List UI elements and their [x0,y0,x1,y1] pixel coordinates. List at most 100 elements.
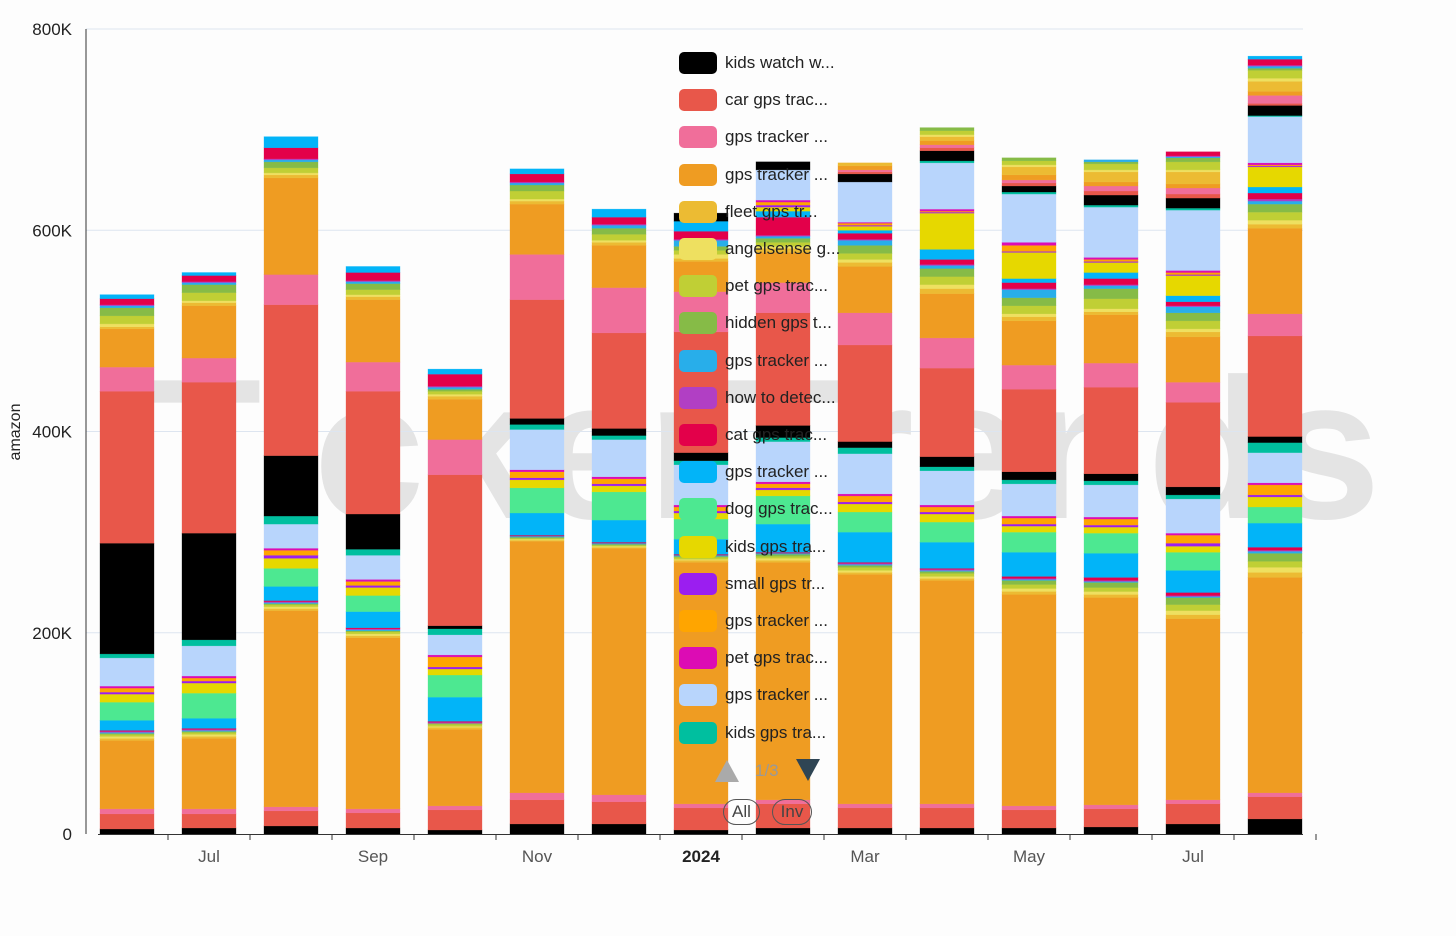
bar-segment[interactable] [427,727,483,730]
bar-segment[interactable] [1083,298,1139,309]
bar-segment[interactable] [1083,185,1139,192]
bar-segment[interactable] [181,357,237,383]
bar-segment[interactable] [1165,270,1221,273]
bar-segment[interactable] [1083,259,1139,262]
bar-segment[interactable] [837,253,893,260]
bar-segment[interactable] [1083,206,1139,258]
bar-segment[interactable] [837,245,893,254]
legend-item[interactable]: cat gps trac... [679,423,827,447]
bar-segment[interactable] [837,827,893,835]
bar-segment[interactable] [263,604,319,607]
bar-segment[interactable] [345,581,401,586]
bar-segment[interactable] [1165,494,1221,500]
bar-segment[interactable] [345,548,401,556]
bar-segment[interactable] [1165,498,1221,534]
bar-segment[interactable] [263,455,319,517]
bar-segment[interactable] [755,161,811,171]
bar-segment[interactable] [345,595,401,612]
bar-segment[interactable] [1165,306,1221,314]
bar-segment[interactable] [263,586,319,601]
bar-segment[interactable] [1165,320,1221,330]
bar-segment[interactable] [1247,506,1303,524]
bar-segment[interactable] [919,265,975,269]
bar-segment[interactable] [263,549,319,556]
bar-segment[interactable] [181,275,237,282]
bar-segment[interactable] [427,388,483,392]
bar-segment[interactable] [673,560,729,563]
bar-segment[interactable] [755,560,811,563]
bar-segment[interactable] [1001,588,1057,592]
legend-select-all-button[interactable]: All [723,799,760,825]
bar-segment[interactable] [1083,524,1139,528]
bar-segment[interactable] [1247,442,1303,453]
bar-segment[interactable] [1247,198,1303,202]
bar-segment[interactable] [837,511,893,533]
bar-segment[interactable] [1247,335,1303,437]
bar-segment[interactable] [1247,78,1303,82]
bar-segment[interactable] [1083,311,1139,316]
bar-segment[interactable] [1247,105,1303,116]
bar-segment[interactable] [919,521,975,543]
bar-segment[interactable] [263,177,319,275]
bar-segment[interactable] [919,803,975,809]
bar-segment[interactable] [673,829,729,835]
bar-segment[interactable] [1247,211,1303,221]
bar-segment[interactable] [837,162,893,167]
bar-segment[interactable] [919,807,975,829]
bar-segment[interactable] [1083,288,1139,299]
bar-segment[interactable] [181,827,237,835]
bar-segment[interactable] [345,513,401,550]
bar-segment[interactable] [1001,164,1057,168]
bar-segment[interactable] [263,174,319,179]
bar-segment[interactable] [1083,597,1139,806]
bar-segment[interactable] [837,165,893,171]
bar-segment[interactable] [1165,272,1221,275]
bar-segment[interactable] [509,540,565,793]
bar-segment[interactable] [1083,480,1139,486]
bar-segment[interactable] [1165,381,1221,403]
bar-segment[interactable] [837,312,893,346]
bar-segment[interactable] [427,474,483,626]
bar-segment[interactable] [1247,567,1303,573]
legend-item[interactable]: pet gps trac... [679,274,828,298]
bar-segment[interactable] [837,574,893,805]
bar-segment[interactable] [181,680,237,684]
bar-segment[interactable] [1001,278,1057,283]
bar-segment[interactable] [181,734,237,737]
bar-segment[interactable] [919,511,975,515]
bar-segment[interactable] [345,808,401,814]
bar-segment[interactable] [1165,169,1221,173]
bar-segment[interactable] [263,547,319,551]
bar-segment[interactable] [345,555,401,580]
bar-segment[interactable] [1083,808,1139,828]
bar-segment[interactable] [837,567,893,571]
bar-segment[interactable] [1083,362,1139,388]
bar-segment[interactable] [263,558,319,569]
bar-segment[interactable] [1001,289,1057,298]
bar-segment[interactable] [837,565,893,568]
bar-segment[interactable] [1247,223,1303,229]
bar-segment[interactable] [1247,496,1303,508]
bar-segment[interactable] [919,573,975,577]
bar-segment[interactable] [1165,312,1221,322]
bar-segment[interactable] [1247,494,1303,498]
bar-segment[interactable] [345,611,401,628]
bar-segment[interactable] [1001,525,1057,533]
bar-segment[interactable] [1083,159,1139,163]
bar-segment[interactable] [1165,301,1221,306]
bar-segment[interactable] [509,799,565,825]
bar-segment[interactable] [919,259,975,265]
bar-segment[interactable] [591,216,647,225]
bar-segment[interactable] [427,674,483,698]
bar-segment[interactable] [1247,553,1303,562]
bar-segment[interactable] [427,724,483,727]
bar-segment[interactable] [1001,316,1057,322]
bar-segment[interactable] [1165,207,1221,211]
bar-segment[interactable] [1247,818,1303,835]
bar-segment[interactable] [919,541,975,569]
bar-segment[interactable] [427,386,483,390]
bar-segment[interactable] [591,287,647,334]
bar-segment[interactable] [591,478,647,485]
bar-segment[interactable] [755,523,811,553]
bar-segment[interactable] [1165,610,1221,615]
